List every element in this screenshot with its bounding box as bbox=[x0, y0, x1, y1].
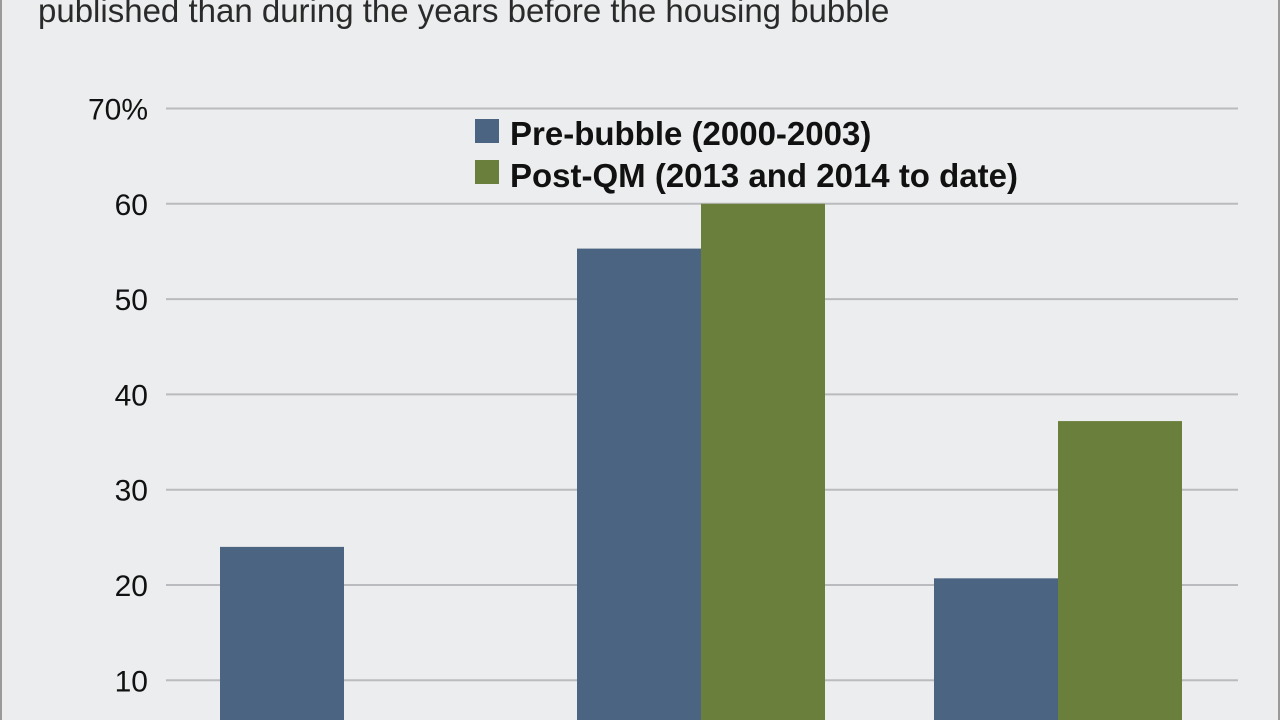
y-tick-label: 50 bbox=[115, 284, 148, 317]
y-axis-tick-labels: 10 20 30 40 50 60 70% bbox=[88, 94, 148, 699]
y-tick-label: 60 bbox=[115, 189, 148, 222]
y-tick-label: 20 bbox=[115, 570, 148, 603]
legend: Pre-bubble (2000-2003) Post-QM (2013 and … bbox=[475, 115, 1018, 194]
y-tick-label: 70% bbox=[88, 94, 148, 127]
bar-series2-group2 bbox=[701, 203, 825, 720]
bar-series1-group2 bbox=[577, 248, 701, 720]
bar-series1-group3 bbox=[934, 578, 1058, 720]
y-tick-label: 40 bbox=[115, 379, 148, 412]
bars bbox=[220, 203, 1182, 720]
legend-swatch-series2 bbox=[475, 160, 499, 184]
bar-series2-group3 bbox=[1058, 421, 1182, 720]
chart-subtitle: published than during the years before t… bbox=[38, 0, 889, 29]
legend-label-series1: Pre-bubble (2000-2003) bbox=[510, 115, 871, 152]
y-tick-label: 10 bbox=[115, 665, 148, 698]
legend-label-series2: Post-QM (2013 and 2014 to date) bbox=[510, 157, 1018, 194]
bar-series1-group1 bbox=[220, 546, 344, 720]
legend-swatch-series1 bbox=[475, 119, 499, 143]
y-tick-label: 30 bbox=[115, 475, 148, 508]
